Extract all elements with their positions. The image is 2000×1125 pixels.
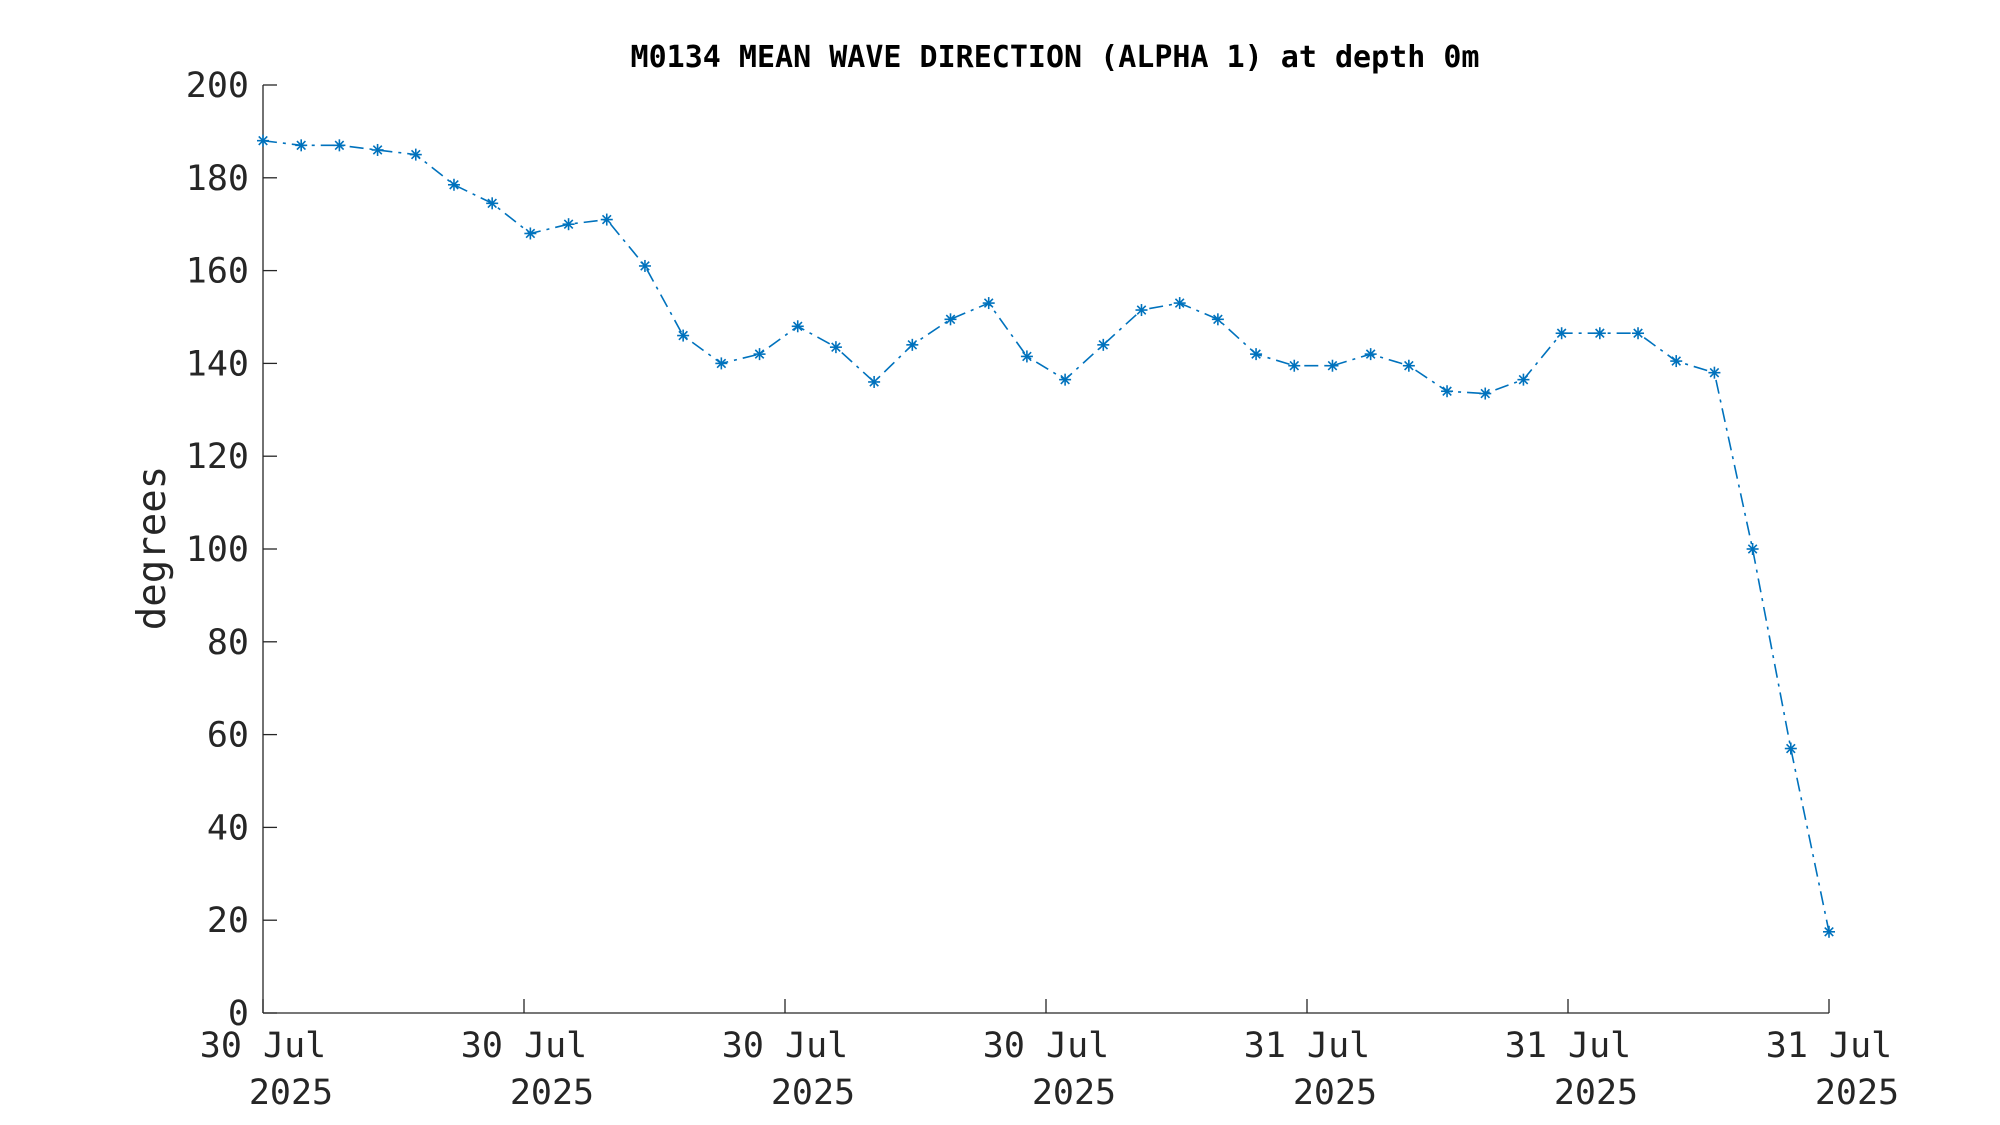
data-point — [1288, 359, 1301, 372]
x-tick-label-year: 2025 — [1293, 1073, 1377, 1113]
x-tick-label-year: 2025 — [1032, 1073, 1116, 1113]
y-tick-label: 140 — [186, 344, 249, 384]
data-point — [1135, 304, 1148, 317]
x-tick-label-date: 30 Jul — [983, 1026, 1109, 1066]
data-point — [753, 348, 766, 361]
data-point — [524, 227, 537, 240]
x-tick-label-date: 31 Jul — [1766, 1026, 1892, 1066]
y-tick-label: 180 — [186, 159, 249, 199]
data-point — [600, 213, 613, 226]
y-ticks: 0 20 40 60 80 100 120 140 160 180 200 — [186, 66, 277, 1034]
chart-title: M0134 MEAN WAVE DIRECTION (ALPHA 1) at d… — [631, 40, 1480, 75]
x-tick-label-date: 30 Jul — [722, 1026, 848, 1066]
data-point — [677, 329, 690, 342]
data-point — [295, 139, 308, 152]
data-series — [257, 134, 1835, 938]
data-point — [447, 178, 460, 191]
data-point — [715, 357, 728, 370]
data-point — [1746, 543, 1759, 555]
data-point — [562, 218, 575, 231]
y-tick-label: 80 — [207, 623, 249, 663]
data-point — [257, 134, 269, 147]
y-tick-label: 0 — [228, 994, 249, 1034]
y-tick-label: 20 — [207, 901, 249, 941]
data-point — [1326, 359, 1339, 372]
data-point — [868, 375, 881, 388]
data-point — [944, 313, 957, 326]
data-point — [486, 197, 499, 210]
x-tick-label-year: 2025 — [510, 1073, 594, 1113]
x-tick-label-year: 2025 — [771, 1073, 855, 1113]
plot-axes — [262, 85, 1829, 1014]
x-tick-label-date: 30 Jul — [200, 1026, 326, 1066]
x-tick-label-date: 31 Jul — [1505, 1026, 1631, 1066]
data-point — [371, 143, 384, 156]
data-point — [409, 148, 422, 161]
y-tick-label: 200 — [186, 66, 249, 106]
data-point — [1059, 373, 1072, 386]
series-line — [262, 139, 1830, 932]
x-tick-label-year: 2025 — [1554, 1073, 1638, 1113]
y-tick-label: 60 — [207, 716, 249, 756]
data-point — [1020, 350, 1033, 363]
data-point — [982, 297, 995, 310]
y-axis-label: degrees — [130, 466, 175, 630]
data-point — [1097, 338, 1110, 351]
x-ticks: 30 Jul 2025 30 Jul 2025 30 Jul 2025 30 Jul 2025… — [200, 999, 1899, 1113]
y-tick-label: 100 — [186, 530, 249, 570]
data-point — [1670, 355, 1683, 368]
data-point — [1250, 348, 1263, 361]
data-point — [791, 320, 804, 333]
data-point — [1173, 297, 1186, 310]
data-point — [906, 338, 919, 351]
x-tick-label-date: 31 Jul — [1244, 1026, 1370, 1066]
data-point — [1441, 385, 1454, 398]
data-point — [1211, 313, 1224, 326]
data-point — [1823, 925, 1835, 938]
data-point — [1708, 366, 1721, 379]
data-point — [1517, 373, 1530, 386]
data-point — [1593, 327, 1606, 340]
data-point — [829, 341, 842, 354]
x-tick-label-year: 2025 — [1815, 1073, 1899, 1113]
y-tick-label: 120 — [186, 437, 249, 477]
data-point — [1479, 387, 1492, 400]
y-tick-label: 160 — [186, 252, 249, 292]
data-point — [1364, 348, 1377, 361]
data-point — [638, 259, 651, 272]
data-point — [333, 139, 346, 152]
x-tick-label-year: 2025 — [249, 1073, 333, 1113]
y-tick-label: 40 — [207, 808, 249, 848]
data-point — [1555, 327, 1568, 340]
data-point — [1632, 327, 1645, 340]
data-point — [1402, 359, 1415, 372]
data-point — [1784, 742, 1797, 755]
x-tick-label-date: 30 Jul — [461, 1026, 587, 1066]
